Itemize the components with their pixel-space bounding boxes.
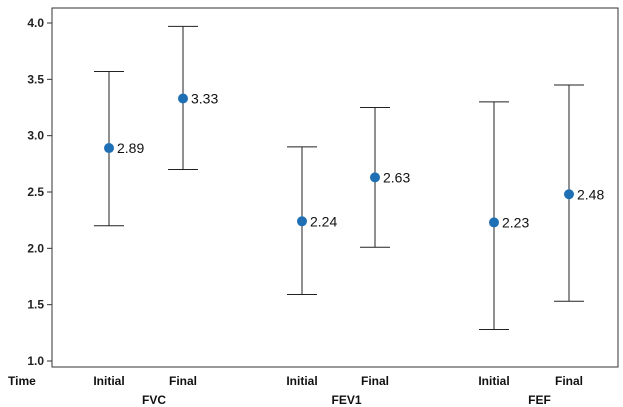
data-point	[564, 189, 574, 200]
data-label: 2.89	[117, 140, 144, 156]
x-group-label: FVC	[142, 393, 166, 407]
x-category-label: Final	[361, 374, 389, 388]
x-category-label: Initial	[286, 374, 317, 388]
data-point	[178, 93, 188, 104]
data-point	[297, 216, 307, 227]
data-point	[104, 143, 114, 154]
x-group-label: FEF	[528, 393, 551, 407]
y-tick-label: 1.0	[27, 354, 44, 368]
x-group-label: FEV1	[331, 393, 361, 407]
y-tick-label: 1.5	[27, 298, 44, 312]
x-axis-title: Time	[8, 374, 36, 388]
data-label: 2.63	[383, 169, 410, 185]
x-category-label: Initial	[93, 374, 124, 388]
data-point	[370, 172, 380, 183]
plot-marks: 2.89 3.33 2.24 2.63 2.23 2.48	[94, 25, 604, 330]
y-tick-label: 3.5	[27, 72, 44, 86]
y-tick-label: 2.5	[27, 185, 44, 199]
data-label: 2.48	[577, 186, 604, 202]
y-tick-label: 3.0	[27, 129, 44, 143]
data-label: 3.33	[191, 90, 218, 106]
data-label: 2.24	[310, 213, 337, 229]
x-category-label: Final	[169, 374, 197, 388]
y-tick-label: 4.0	[27, 16, 44, 30]
data-point	[489, 217, 499, 228]
y-tick-label: 2.0	[27, 241, 44, 255]
plot-area-frame	[51, 7, 619, 368]
x-category-label: Final	[555, 374, 583, 388]
y-axis: 1.0 1.5 2.0 2.5 3.0 3.5 4.0	[27, 16, 52, 368]
x-category-label: Initial	[478, 374, 509, 388]
data-label: 2.23	[502, 214, 529, 230]
